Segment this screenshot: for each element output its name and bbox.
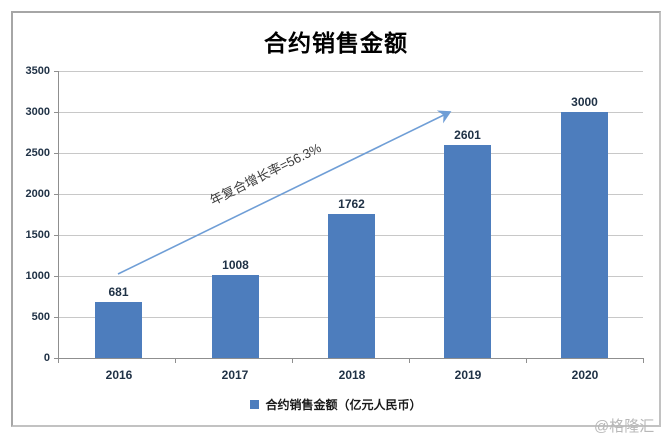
legend: 合约销售金额（亿元人民币） (11, 396, 661, 413)
y-axis-tick (54, 112, 58, 113)
bar-value-label: 681 (108, 285, 129, 299)
x-axis-tick (409, 359, 410, 363)
legend-label: 合约销售金额（亿元人民币） (265, 398, 422, 412)
bar-value-label: 2601 (454, 128, 481, 142)
x-axis-label-2016: 2016 (105, 368, 133, 382)
x-axis-tick (526, 359, 527, 363)
x-axis-tick (643, 359, 644, 363)
x-axis-tick (58, 359, 59, 363)
y-axis-tick (54, 317, 58, 318)
y-axis-label: 1000 (25, 270, 50, 282)
bar-group-2020: 3000 (561, 71, 608, 358)
y-axis-label: 2500 (25, 147, 50, 159)
bar-group-2017: 1008 (212, 71, 259, 358)
bar-value-label: 1008 (222, 258, 249, 272)
y-axis (58, 71, 59, 359)
y-axis-tick (54, 276, 58, 277)
bar-group-2019: 2601 (444, 71, 491, 358)
bar-2016 (95, 302, 142, 358)
y-axis-label: 0 (43, 352, 50, 364)
gridline (58, 71, 643, 72)
x-axis-label-2017: 2017 (221, 368, 249, 382)
y-axis-tick (54, 194, 58, 195)
bar-value-label: 3000 (571, 95, 598, 109)
bar-2019 (444, 145, 491, 358)
y-axis-label: 3000 (25, 106, 50, 118)
x-axis-label-2019: 2019 (454, 368, 482, 382)
x-axis-label-2020: 2020 (571, 368, 599, 382)
bar-group-2018: 1762 (328, 71, 375, 358)
x-axis-tick (292, 359, 293, 363)
x-axis-tick (175, 359, 176, 363)
y-axis-label: 3500 (25, 65, 50, 77)
watermark: @格隆汇 (594, 418, 655, 435)
chart-title: 合约销售金额 (264, 30, 408, 57)
y-axis-label: 1500 (25, 229, 50, 241)
x-axis (58, 358, 644, 359)
bar-value-label: 1762 (338, 197, 365, 211)
y-axis-tick (54, 153, 58, 154)
y-axis-tick (54, 358, 58, 359)
y-axis-tick (54, 235, 58, 236)
y-axis-label: 500 (31, 311, 50, 323)
x-axis-label-2018: 2018 (338, 368, 366, 382)
y-axis-label: 2000 (25, 188, 50, 200)
y-axis-tick (54, 71, 58, 72)
bar-group-2016: 681 (95, 71, 142, 358)
bar-2018 (328, 214, 375, 358)
bar-2020 (561, 112, 608, 358)
legend-swatch-icon (250, 400, 260, 409)
bar-2017 (212, 275, 259, 358)
